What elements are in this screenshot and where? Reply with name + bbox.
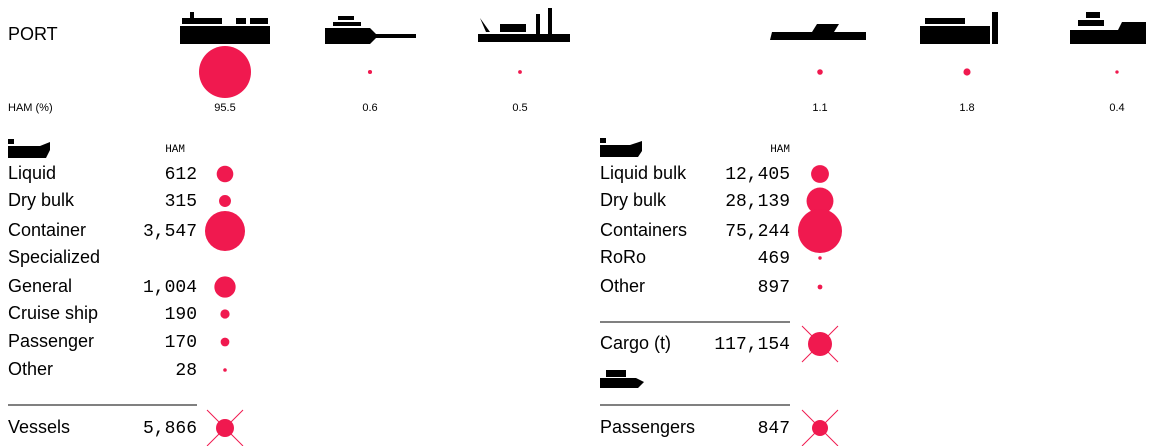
row-bubble bbox=[220, 309, 230, 319]
row-bubble bbox=[798, 209, 842, 253]
total-label: Cargo (t) bbox=[600, 333, 671, 353]
row-label: Liquid bbox=[8, 163, 56, 183]
total-label: Passengers bbox=[600, 417, 695, 437]
row-bubble bbox=[811, 165, 829, 183]
row-value: 190 bbox=[165, 305, 197, 325]
row-bubble bbox=[219, 195, 231, 207]
icon-passenger bbox=[600, 370, 644, 388]
row-value: 28 bbox=[175, 361, 197, 381]
total-value: 5,866 bbox=[143, 419, 197, 439]
total-value: 117,154 bbox=[714, 335, 790, 355]
row-label: Container bbox=[8, 220, 86, 240]
row-value: 12,405 bbox=[725, 165, 790, 185]
icon-bulk bbox=[920, 12, 998, 44]
share-bubble bbox=[518, 70, 522, 74]
row-value: 75,244 bbox=[725, 222, 790, 242]
row-value: 1,004 bbox=[143, 278, 197, 298]
port-label: PORT bbox=[8, 24, 58, 44]
icon-liquid bbox=[770, 24, 866, 40]
row-label: RoRo bbox=[600, 247, 646, 267]
total-cross bbox=[801, 409, 839, 446]
share-bubble bbox=[367, 69, 373, 75]
row-label: Liquid bulk bbox=[600, 163, 687, 183]
row-value: 897 bbox=[758, 278, 790, 298]
share-label: 1.1 bbox=[812, 102, 827, 114]
ship-icons bbox=[8, 8, 1146, 388]
total-value: 847 bbox=[758, 419, 790, 439]
share-bubble bbox=[1115, 70, 1119, 74]
column-label: HAM bbox=[165, 144, 185, 156]
metric-label: HAM (%) bbox=[8, 102, 53, 114]
row-label: General bbox=[8, 276, 72, 296]
row-value: 315 bbox=[165, 192, 197, 212]
row-bubble bbox=[214, 276, 236, 298]
share-bubble bbox=[817, 69, 823, 75]
icon-tug bbox=[478, 8, 570, 42]
icon-cargo bbox=[600, 138, 642, 157]
share-label: 1.8 bbox=[959, 102, 974, 114]
row-label: Containers bbox=[600, 220, 687, 240]
share-bubble bbox=[963, 68, 971, 76]
row-label: Other bbox=[600, 276, 645, 296]
icon-roro bbox=[325, 16, 416, 44]
icon-general bbox=[1070, 12, 1146, 44]
row-value: 612 bbox=[165, 165, 197, 185]
row-value: 3,547 bbox=[143, 222, 197, 242]
column-label: HAM bbox=[770, 144, 790, 156]
total-cross bbox=[206, 409, 244, 446]
total-label: Vessels bbox=[8, 417, 70, 437]
row-label: Dry bulk bbox=[600, 190, 667, 210]
row-bubble bbox=[223, 368, 227, 372]
row-value: 469 bbox=[758, 249, 790, 269]
row-label: Cruise ship bbox=[8, 303, 98, 323]
row-label: Passenger bbox=[8, 331, 94, 351]
row-bubble bbox=[806, 187, 834, 215]
share-label: 0.5 bbox=[512, 102, 527, 114]
row-label: Specialized bbox=[8, 247, 100, 267]
row-bubble bbox=[216, 165, 234, 183]
row-label: Other bbox=[8, 359, 53, 379]
row-value: 28,139 bbox=[725, 192, 790, 212]
icon-vessels bbox=[8, 139, 50, 158]
row-bubble bbox=[220, 337, 230, 347]
row-value: 170 bbox=[165, 333, 197, 353]
icon-container bbox=[180, 12, 270, 44]
row-bubble bbox=[204, 210, 246, 252]
share-label: 0.4 bbox=[1109, 102, 1124, 114]
row-bubble bbox=[817, 284, 823, 290]
total-cross bbox=[801, 325, 839, 363]
share-label: 95.5 bbox=[214, 102, 235, 114]
share-label: 0.6 bbox=[362, 102, 377, 114]
row-label: Dry bulk bbox=[8, 190, 75, 210]
row-bubble bbox=[818, 256, 822, 260]
share-bubble bbox=[199, 46, 251, 98]
